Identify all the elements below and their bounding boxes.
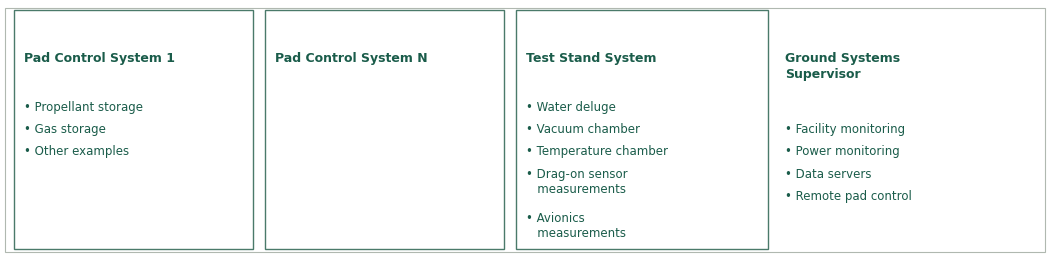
- FancyBboxPatch shape: [5, 8, 1045, 252]
- Text: • Power monitoring: • Power monitoring: [785, 145, 900, 159]
- Text: • Drag-on sensor
   measurements: • Drag-on sensor measurements: [526, 168, 628, 196]
- Text: • Avionics
   measurements: • Avionics measurements: [526, 212, 626, 240]
- Text: • Other examples: • Other examples: [24, 145, 129, 159]
- Text: • Gas storage: • Gas storage: [24, 123, 106, 136]
- Text: Pad Control System 1: Pad Control System 1: [24, 52, 175, 66]
- Text: • Facility monitoring: • Facility monitoring: [785, 123, 905, 136]
- Text: Test Stand System: Test Stand System: [526, 52, 656, 66]
- Text: • Propellant storage: • Propellant storage: [24, 101, 143, 114]
- Text: • Water deluge: • Water deluge: [526, 101, 616, 114]
- FancyBboxPatch shape: [265, 10, 504, 249]
- FancyBboxPatch shape: [14, 10, 253, 249]
- Text: • Remote pad control: • Remote pad control: [785, 190, 912, 203]
- Text: • Temperature chamber: • Temperature chamber: [526, 145, 668, 159]
- Text: Pad Control System N: Pad Control System N: [275, 52, 427, 66]
- FancyBboxPatch shape: [516, 10, 768, 249]
- Text: Ground Systems
Supervisor: Ground Systems Supervisor: [785, 52, 901, 81]
- Text: • Vacuum chamber: • Vacuum chamber: [526, 123, 640, 136]
- Text: • Data servers: • Data servers: [785, 168, 872, 181]
